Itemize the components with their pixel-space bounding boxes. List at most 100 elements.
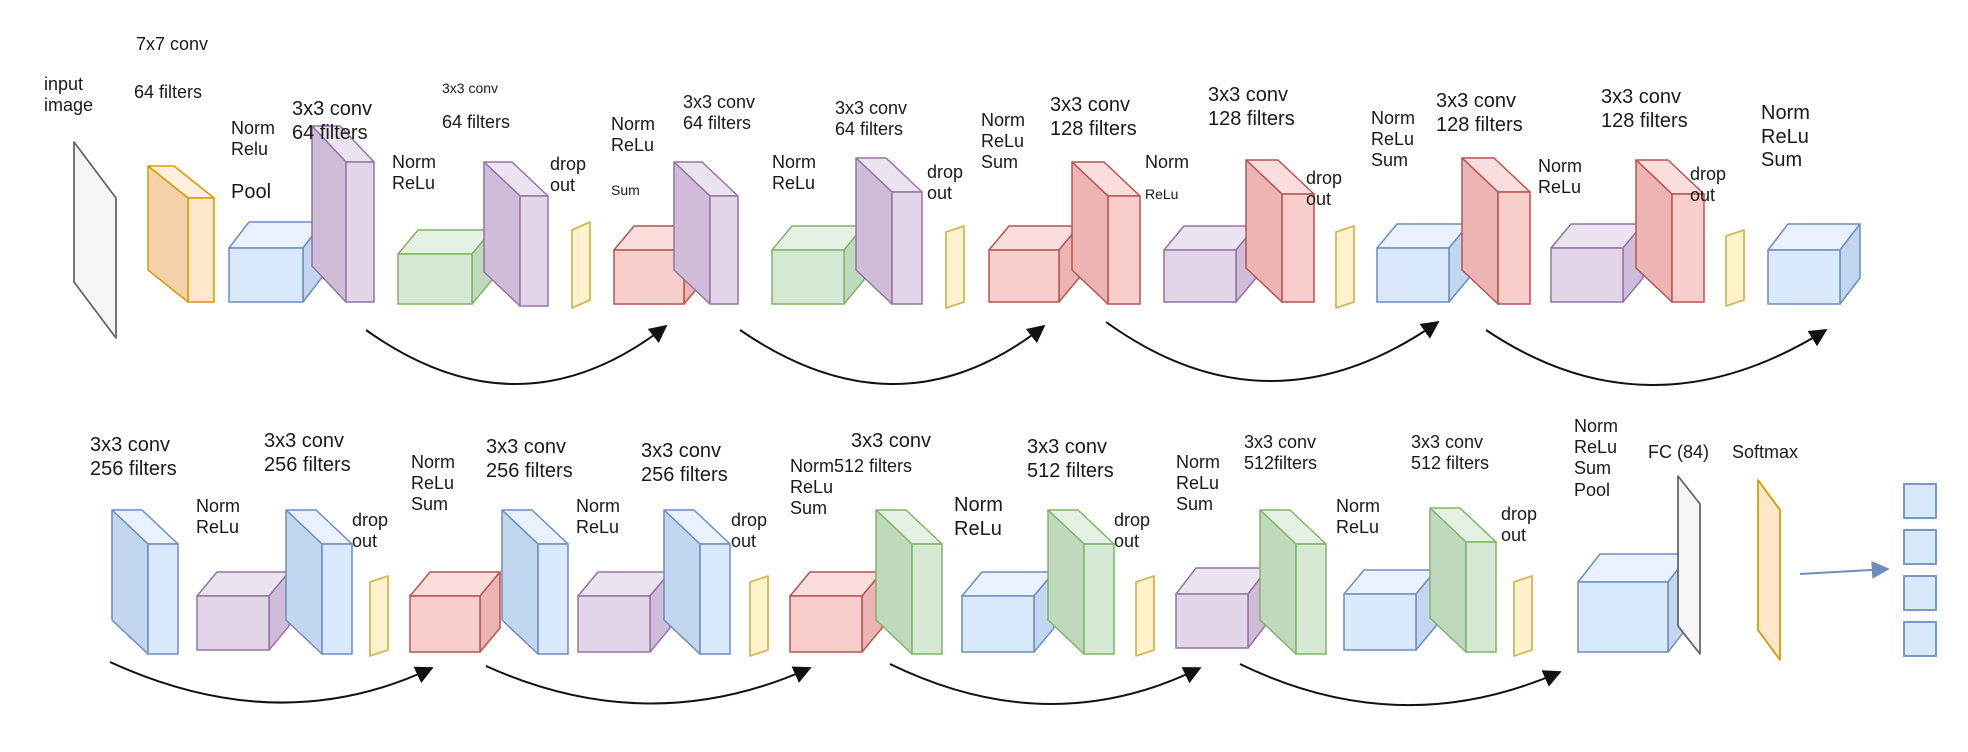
norm-relu-label: Norm ReLu (772, 152, 816, 194)
norm-relu-label: Norm ReLu (611, 114, 655, 156)
norm-relu-cube (1163, 225, 1257, 303)
conv7x7-block (147, 165, 215, 303)
fc-label: FC (84) (1648, 442, 1710, 462)
norm-relu-sum-cube (409, 571, 501, 653)
norm-relu-cube (397, 229, 493, 305)
conv3x3-64-block (311, 125, 375, 303)
norm-relu-cube (771, 225, 865, 305)
norm-relu-sum-label: Norm ReLu Sum (411, 452, 455, 515)
dropout-label: drop out (731, 510, 768, 552)
dropout-layer (749, 575, 769, 657)
norm-relu-pool-cube (228, 221, 324, 303)
conv3x3-64-block (673, 161, 739, 305)
skip-connection-arrow (1485, 329, 1828, 386)
dropout-label: drop out (927, 162, 964, 204)
norm-512-relu-sum-label: Norm512 filters ReLu Sum (790, 456, 913, 519)
conv-64-label: 3x3 conv 64 filters (683, 92, 756, 134)
norm-relu-label: Norm Relu (231, 118, 275, 160)
conv3x3-64-block (483, 161, 549, 307)
conv-128-label: 3x3 conv 128 filters (1601, 86, 1688, 132)
conv3x3-128-block (1245, 159, 1315, 303)
conv3x3-128-block (1461, 157, 1531, 305)
softmax-label: Softmax (1732, 442, 1799, 462)
output-arrow (1799, 560, 1890, 579)
conv-512-label: 3x3 conv (851, 430, 932, 452)
pool-label: Pool (231, 181, 272, 203)
relu-label: ReLu (1145, 186, 1179, 202)
conv3x3-256-block (663, 509, 731, 655)
conv-256-label: 3x3 conv 256 filters (90, 434, 177, 480)
conv-256-label: 3x3 conv 256 filters (264, 430, 351, 476)
conv-512-label: 3x3 conv 512filters (1244, 432, 1318, 474)
dropout-label: drop out (352, 510, 389, 552)
norm-relu-label: Norm ReLu (392, 152, 436, 194)
conv3x3-256-block (285, 509, 353, 655)
dropout-layer (945, 225, 965, 309)
dropout-label: drop out (1501, 504, 1538, 546)
norm-relu-label: Norm ReLu (1336, 496, 1380, 538)
skip-connection-arrow (1239, 663, 1562, 707)
fc-layer (1677, 475, 1701, 655)
conv7-label: 7x7 conv (136, 34, 209, 54)
skip-connection-arrow (1105, 320, 1440, 382)
dropout-layer (571, 221, 591, 309)
norm-relu-sum-cube (789, 571, 883, 653)
output-node (1903, 529, 1937, 565)
conv-256-label: 3x3 conv 256 filters (486, 436, 573, 482)
conv-256-label: 3x3 conv 256 filters (641, 440, 728, 486)
norm-relu-cube (1343, 569, 1437, 651)
norm-relu-sum-cube (1175, 567, 1269, 649)
dropout-layer (1135, 575, 1155, 657)
dropout-layer (1725, 229, 1745, 307)
output-node (1903, 621, 1937, 657)
output-node (1903, 483, 1937, 519)
conv3x3-128-block (1635, 159, 1705, 303)
norm-relu-sum-pool-cube (1577, 553, 1691, 653)
conv-64-label: 3x3 conv 64 filters (292, 98, 373, 144)
conv3x3-64-block (855, 157, 923, 305)
conv3x3-128-block (1071, 161, 1141, 305)
norm-relu-cube (196, 571, 290, 651)
norm-relu-cube (1550, 223, 1644, 303)
softmax-layer (1757, 479, 1781, 661)
skip-connection-arrow (485, 665, 812, 705)
skip-connection-arrow (109, 661, 434, 704)
dropout-label: drop out (550, 154, 587, 196)
norm-relu-sum-pool-label: Norm ReLu Sum Pool (1574, 416, 1618, 500)
norm-relu-sum-cube (988, 225, 1080, 303)
norm-relu-label: Norm ReLu (1538, 156, 1582, 198)
dropout-label: drop out (1690, 164, 1727, 206)
norm-relu-cube (961, 571, 1055, 653)
conv-64-filters-label: 64 filters (442, 112, 511, 132)
norm-relu-sum-cube (1767, 223, 1861, 305)
conv3x3-512-block (875, 509, 943, 655)
output-node (1903, 575, 1937, 611)
norm-label: Norm (1145, 152, 1189, 172)
norm-relu-sum-label: Norm ReLu Sum (981, 110, 1025, 173)
skip-connection-arrow (365, 324, 668, 385)
dropout-layer (1335, 225, 1355, 309)
norm-relu-sum-label: Norm ReLu Sum (1176, 452, 1220, 515)
conv3x3-512-block (1259, 509, 1327, 655)
conv-64-label: 3x3 conv 64 filters (835, 98, 908, 140)
sum-label: Sum (611, 182, 640, 198)
norm-relu-label: Norm ReLu (196, 496, 240, 538)
norm-relu-label: Norm ReLu (954, 494, 1003, 540)
norm-relu-sum-cube (1376, 223, 1470, 303)
conv-512-label: 3x3 conv 512 filters (1027, 436, 1114, 482)
norm-relu-sum-label: Norm ReLu Sum (1371, 108, 1415, 171)
conv-64-label: 3x3 conv (442, 80, 499, 96)
dropout-label: drop out (1306, 168, 1343, 210)
norm-relu-sum-label: Norm ReLu Sum (1761, 102, 1810, 172)
dropout-layer (1513, 575, 1533, 657)
norm-relu-cube (577, 571, 671, 653)
norm-relu-label: Norm ReLu (576, 496, 620, 538)
dropout-label: drop out (1114, 510, 1151, 552)
skip-connection-arrow (889, 663, 1202, 705)
conv7-filters-label: 64 filters (134, 82, 203, 102)
skip-connection-arrow (739, 324, 1046, 385)
conv-128-label: 3x3 conv 128 filters (1050, 94, 1137, 140)
input-image-label: input image (44, 74, 94, 116)
input-image-layer (73, 141, 117, 339)
